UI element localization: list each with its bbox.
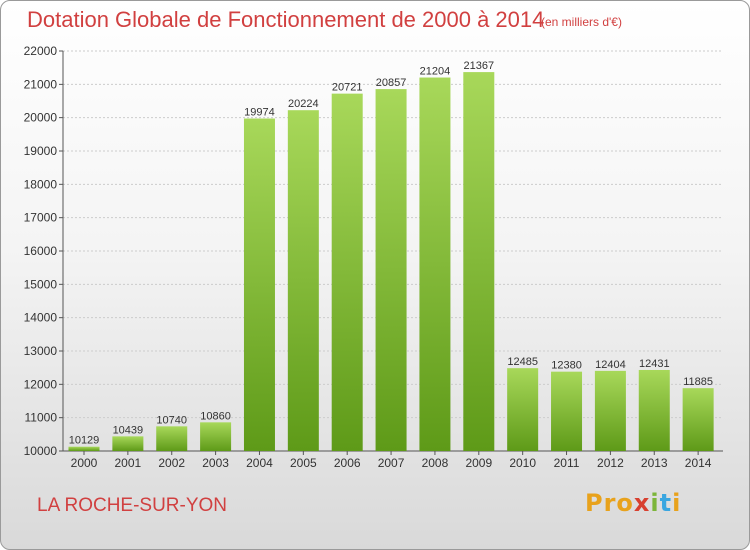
x-tick-label: 2006 — [334, 456, 361, 470]
data-label: 10439 — [113, 424, 144, 436]
x-tick-label: 2010 — [509, 456, 536, 470]
bar — [287, 110, 319, 451]
chart-title: Dotation Globale de Fonctionnement de 20… — [27, 7, 545, 32]
y-tick-label: 15000 — [24, 277, 58, 291]
bar — [68, 446, 100, 451]
data-label: 12431 — [639, 358, 670, 370]
bar — [243, 118, 275, 452]
data-label: 19974 — [244, 107, 275, 119]
x-tick-label: 2008 — [422, 456, 449, 470]
y-tick-label: 12000 — [24, 377, 58, 391]
x-tick-label: 2013 — [641, 456, 668, 470]
x-tick-label: 2003 — [202, 456, 229, 470]
bar — [331, 93, 363, 451]
y-tick-label: 14000 — [24, 311, 58, 325]
x-tick-label: 2000 — [71, 456, 98, 470]
y-tick-label: 11000 — [25, 411, 58, 425]
y-tick-label: 22000 — [24, 44, 58, 58]
x-tick-label: 2007 — [378, 456, 405, 470]
x-tick-label: 2005 — [290, 456, 317, 470]
data-label: 20857 — [376, 77, 407, 89]
data-label: 21367 — [464, 60, 495, 72]
x-tick-label: 2009 — [465, 456, 492, 470]
data-label: 20224 — [288, 98, 319, 110]
bar — [156, 426, 188, 451]
y-tick-label: 18000 — [24, 177, 58, 191]
y-tick-label: 21000 — [24, 77, 58, 91]
chart-subtitle: (en milliers d'€) — [541, 15, 622, 29]
data-label: 10740 — [156, 414, 187, 426]
logo-part: t — [659, 489, 673, 517]
logo-part: Pro — [585, 489, 634, 517]
x-tick-label: 2011 — [554, 456, 580, 470]
logo-part: x — [633, 489, 651, 517]
y-tick-label: 20000 — [24, 111, 58, 125]
data-label: 10860 — [200, 410, 231, 422]
x-tick-label: 2001 — [115, 456, 142, 470]
data-label: 12485 — [507, 356, 538, 368]
bar — [682, 388, 714, 451]
bar — [112, 436, 144, 451]
bar — [507, 368, 539, 451]
bar — [200, 422, 232, 451]
bar — [375, 89, 407, 451]
data-label: 10129 — [69, 435, 100, 447]
logo-part: i — [650, 489, 660, 517]
y-tick-label: 17000 — [24, 211, 58, 225]
data-label: 21204 — [420, 66, 451, 78]
bar — [594, 370, 626, 451]
y-tick-label: 19000 — [24, 144, 58, 158]
data-label: 12380 — [551, 360, 582, 372]
proxiti-logo[interactable]: Proxiti — [585, 489, 681, 517]
x-tick-label: 2002 — [158, 456, 185, 470]
x-tick-label: 2014 — [685, 456, 712, 470]
data-label: 11885 — [683, 376, 713, 388]
place-name: LA ROCHE-SUR-YON — [37, 495, 228, 516]
logo-part: i — [672, 489, 682, 517]
x-tick-label: 2012 — [597, 456, 624, 470]
data-label: 20721 — [332, 82, 363, 94]
x-tick-label: 2004 — [246, 456, 273, 470]
bar — [463, 72, 495, 451]
bar — [419, 77, 451, 452]
data-label: 12404 — [595, 359, 626, 371]
bar — [638, 369, 670, 451]
bar — [551, 371, 583, 451]
y-tick-label: 16000 — [24, 244, 58, 258]
y-tick-label: 10000 — [24, 444, 58, 458]
y-tick-label: 13000 — [24, 344, 58, 358]
